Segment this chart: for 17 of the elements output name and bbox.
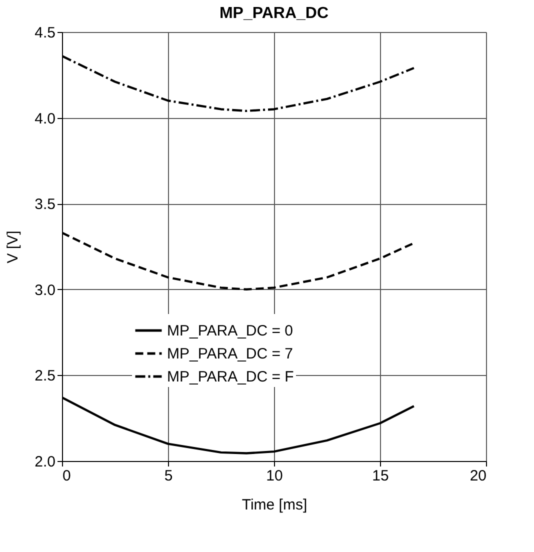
legend-label: MP_PARA_DC = 0 [167, 322, 294, 340]
y-tick-label: 4.0 [34, 110, 56, 128]
x-tick-label: 0 [62, 468, 71, 484]
x-tick-label: 20 [470, 468, 486, 484]
x-tick-label: 15 [372, 468, 389, 484]
y-tick-label: 2.0 [34, 454, 56, 470]
y-tick-label: 3.5 [34, 196, 56, 214]
x-axis-title: Time [ms] [242, 496, 308, 514]
chart-title: MP_PARA_DC [219, 5, 329, 22]
y-axis-title: V [V] [4, 230, 22, 264]
x-tick-label: 5 [164, 468, 173, 484]
y-tick-label: 3.0 [34, 282, 56, 299]
y-tick-label: 4.5 [34, 24, 56, 42]
legend-label: MP_PARA_DC = F [167, 368, 294, 386]
x-tick-label: 10 [266, 468, 283, 484]
y-tick-label: 2.5 [34, 368, 56, 385]
legend-label: MP_PARA_DC = 7 [167, 346, 294, 362]
